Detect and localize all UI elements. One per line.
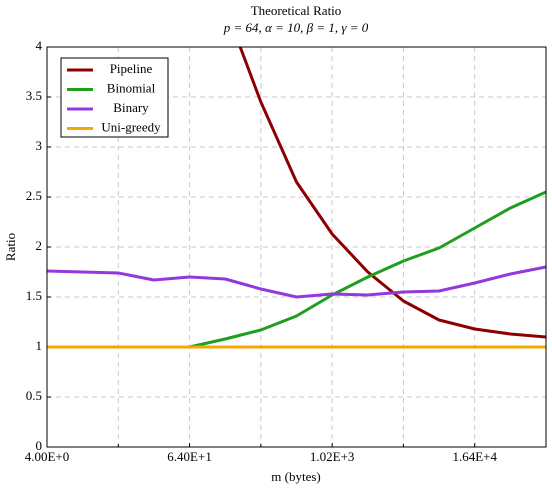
legend-label: Uni-greedy <box>101 119 161 134</box>
legend-label: Pipeline <box>110 61 153 76</box>
series-line <box>238 47 546 339</box>
plot-frame <box>46 46 547 448</box>
x-tick-label: 1.02E+3 <box>310 449 355 464</box>
series-line <box>47 190 546 349</box>
y-tick-label: 2.5 <box>26 188 42 203</box>
y-tick-label: 3.5 <box>26 88 42 103</box>
y-tick-label: 3 <box>36 138 43 153</box>
x-tick-label: 4.00E+0 <box>25 449 70 464</box>
x-tick-label: 6.40E+1 <box>167 449 212 464</box>
y-tick-label: 1 <box>36 338 43 353</box>
x-tick-label: 1.64E+4 <box>452 449 497 464</box>
legend-label: Binomial <box>107 80 156 95</box>
y-tick-label: 2 <box>36 238 43 253</box>
chart-subtitle: p = 64, α = 10, β = 1, γ = 0 <box>223 20 369 35</box>
y-tick-label: 0 <box>36 438 43 453</box>
chart-title: Theoretical Ratio <box>251 3 342 18</box>
y-tick-label: 1.5 <box>26 288 42 303</box>
series-line <box>47 265 546 299</box>
y-axis-label: Ratio <box>3 233 18 261</box>
legend-label: Binary <box>113 100 149 115</box>
y-tick-label: 0.5 <box>26 388 42 403</box>
plot-area <box>47 47 546 349</box>
legend: Pipeline Binomial Binary Uni-greedy <box>60 57 169 138</box>
x-axis-label: m (bytes) <box>271 469 320 484</box>
y-tick-label: 4 <box>36 38 43 53</box>
